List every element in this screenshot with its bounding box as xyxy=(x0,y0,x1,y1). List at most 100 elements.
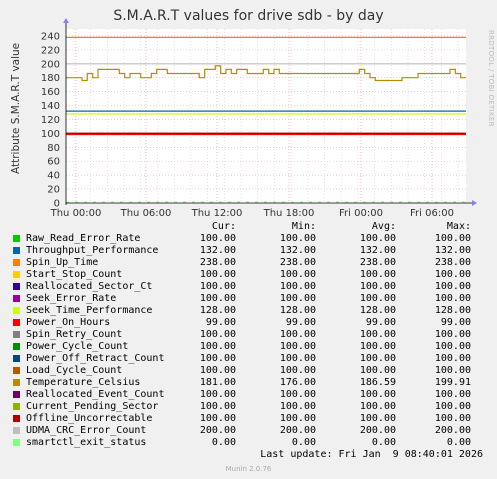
legend-swatch xyxy=(13,319,20,326)
legend-avg: 100.00 xyxy=(359,293,396,304)
legend-label: Spin_Up_Time xyxy=(26,257,99,268)
legend-cur: 100.00 xyxy=(199,341,236,352)
legend-row: smartctl_exit_status 0.00 0.00 0.00 0.00 xyxy=(0,437,497,449)
legend-avg: 0.00 xyxy=(371,437,396,448)
legend-label: Offline_Uncorrectable xyxy=(26,413,153,424)
legend-avg: 128.00 xyxy=(359,305,396,316)
plot-area xyxy=(66,29,466,203)
y-tick-label: 60 xyxy=(47,157,60,168)
legend-max: 100.00 xyxy=(434,293,471,304)
y-tick-label: 160 xyxy=(41,87,60,98)
legend-label: smartctl_exit_status xyxy=(26,437,147,448)
y-tick-label: 140 xyxy=(41,101,60,112)
legend-swatch xyxy=(13,271,20,278)
legend-swatch xyxy=(13,427,20,434)
legend-min: 100.00 xyxy=(279,413,316,424)
legend-cur: 132.00 xyxy=(199,245,236,256)
legend-max: 100.00 xyxy=(434,329,471,340)
legend-row: Reallocated_Event_Count 100.00 100.00 100.0… xyxy=(0,389,497,401)
legend-swatch xyxy=(13,235,20,242)
legend-min: 238.00 xyxy=(279,257,316,268)
legend-cur: 100.00 xyxy=(199,233,236,244)
legend-swatch xyxy=(13,307,20,314)
legend-cur: 100.00 xyxy=(199,329,236,340)
legend-avg: 99.00 xyxy=(365,317,396,328)
legend-row: Spin_Up_Time 238.00 238.00 238.00 238.00 xyxy=(0,257,497,269)
x-tick-label: Fri 00:00 xyxy=(339,208,383,219)
x-tick-label: Thu 06:00 xyxy=(120,208,172,219)
y-tick-label: 200 xyxy=(41,59,60,70)
x-axis-arrow xyxy=(472,200,477,206)
legend-max: 100.00 xyxy=(434,281,471,292)
legend-avg: 100.00 xyxy=(359,269,396,280)
legend-max: 200.00 xyxy=(434,425,471,436)
legend-swatch xyxy=(13,247,20,254)
legend-avg: 100.00 xyxy=(359,233,396,244)
munin-version: Munin 2.0.76 xyxy=(225,465,272,473)
legend-avg: 100.00 xyxy=(359,413,396,424)
legend-max: 100.00 xyxy=(434,233,471,244)
legend-row: Reallocated_Sector_Ct 100.00 100.00 100.00 1… xyxy=(0,281,497,293)
series-line xyxy=(66,65,466,82)
last-update: Last update: Fri Jan 9 08:40:01 2026 xyxy=(260,449,483,460)
legend-avg: 100.00 xyxy=(359,389,396,400)
rrdtool-credit: RRDTOOL / TOBI OETIKER xyxy=(487,30,495,127)
legend-min: 100.00 xyxy=(279,365,316,376)
legend-min: 176.00 xyxy=(279,377,316,388)
legend-avg: 100.00 xyxy=(359,365,396,376)
legend-label: Load_Cycle_Count xyxy=(26,365,123,376)
legend-max: 99.00 xyxy=(440,317,471,328)
legend-cur: 99.00 xyxy=(205,317,236,328)
legend-row: Throughput_Performance 132.00 132.00 132.00… xyxy=(0,245,497,257)
legend-swatch xyxy=(13,439,20,446)
legend-row: UDMA_CRC_Error_Count 200.00 200.00 200.00 20… xyxy=(0,425,497,437)
legend-cur: 181.00 xyxy=(199,377,236,388)
legend-min: 100.00 xyxy=(279,401,316,412)
legend-swatch xyxy=(13,391,20,398)
legend-label: Power_On_Hours xyxy=(26,317,111,328)
legend-min: 100.00 xyxy=(279,353,316,364)
legend-swatch xyxy=(13,379,20,386)
legend-cur: 100.00 xyxy=(199,281,236,292)
legend-label: Reallocated_Sector_Ct xyxy=(26,281,153,292)
legend-row: Seek_Error_Rate 100.00 100.00 100.00 100.00 xyxy=(0,293,497,305)
legend-max: 238.00 xyxy=(434,257,471,268)
x-tick-label: Thu 00:00 xyxy=(50,208,102,219)
legend-row: Power_Off_Retract_Count 100.00 100.00 100.0… xyxy=(0,353,497,365)
legend-header-avg: Avg: xyxy=(371,221,396,232)
legend-swatch xyxy=(13,331,20,338)
legend-label: UDMA_CRC_Error_Count xyxy=(26,425,147,436)
legend-max: 100.00 xyxy=(434,341,471,352)
y-axis-arrow xyxy=(63,18,69,23)
legend-min: 100.00 xyxy=(279,269,316,280)
legend-header-max: Max: xyxy=(446,221,471,232)
legend-cur: 100.00 xyxy=(199,401,236,412)
legend-max: 100.00 xyxy=(434,401,471,412)
legend-max: 100.00 xyxy=(434,389,471,400)
legend-row: Temperature_Celsius 181.00 176.00 186.59 199… xyxy=(0,377,497,389)
legend-cur: 100.00 xyxy=(199,293,236,304)
legend-max: 0.00 xyxy=(446,437,471,448)
y-tick-label: 20 xyxy=(47,185,60,196)
legend-row: Offline_Uncorrectable 100.00 100.00 100.00 1… xyxy=(0,413,497,425)
legend-min: 100.00 xyxy=(279,329,316,340)
legend-cur: 100.00 xyxy=(199,269,236,280)
legend-label: Seek_Time_Performance xyxy=(26,305,153,316)
legend-min: 132.00 xyxy=(279,245,316,256)
x-tick-label: Thu 12:00 xyxy=(191,208,243,219)
legend-label: Throughput_Performance xyxy=(26,245,159,256)
legend-header-cur: Cur: xyxy=(211,221,236,232)
legend-row: Raw_Read_Error_Rate 100.00 100.00 100.00 100… xyxy=(0,233,497,245)
y-tick-label: 80 xyxy=(47,143,60,154)
legend-label: Seek_Error_Rate xyxy=(26,293,117,304)
chart-plot: 0 20 40 60 80 100 120 140 160 180 200 220 240 Thu 00:… xyxy=(41,18,477,219)
legend-max: 128.00 xyxy=(434,305,471,316)
legend-swatch xyxy=(13,343,20,350)
legend-label: Temperature_Celsius xyxy=(26,377,141,388)
legend-row: Spin_Retry_Count 100.00 100.00 100.00 100.00 xyxy=(0,329,497,341)
y-tick-label: 40 xyxy=(47,171,60,182)
legend-min: 100.00 xyxy=(279,341,316,352)
legend-row: Current_Pending_Sector 100.00 100.00 100.00… xyxy=(0,401,497,413)
legend-row: Start_Stop_Count 100.00 100.00 100.00 100.00 xyxy=(0,269,497,281)
legend-avg: 100.00 xyxy=(359,353,396,364)
